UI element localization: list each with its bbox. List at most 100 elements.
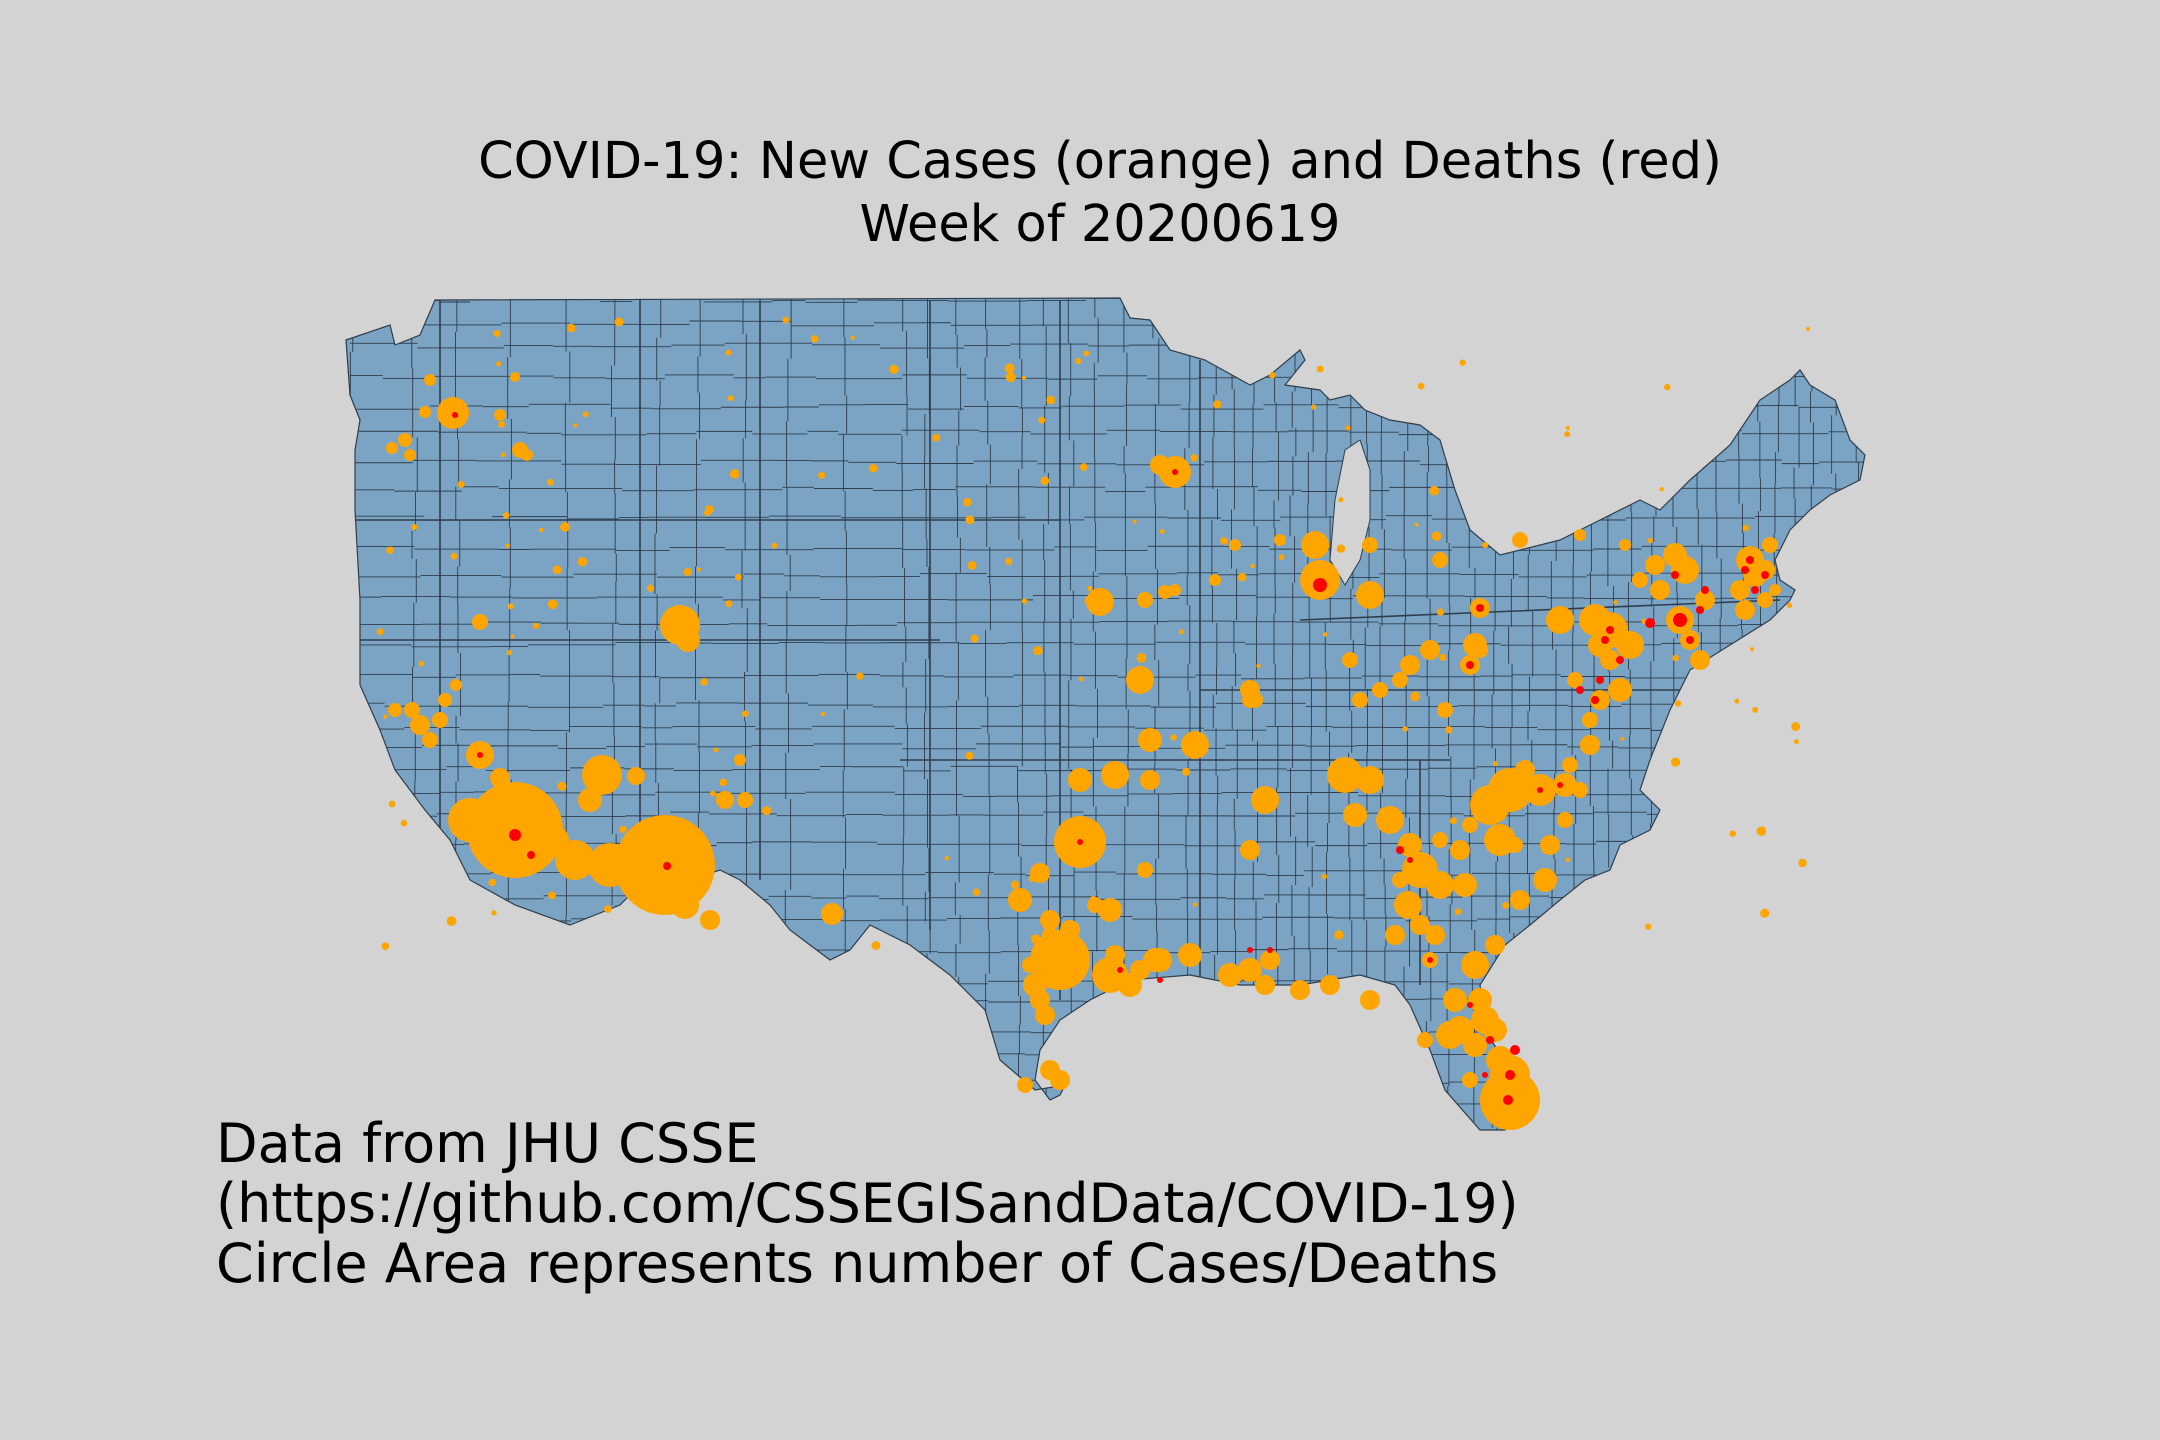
death-dot <box>1466 661 1474 669</box>
case-circle <box>1468 988 1492 1012</box>
case-circle <box>713 747 719 753</box>
case-circle <box>381 942 390 951</box>
case-circle <box>1791 722 1801 731</box>
caption-line-2: (https://github.com/CSSEGISandData/COVID… <box>216 1172 1519 1235</box>
case-circle <box>1105 945 1125 965</box>
case-circle <box>1482 542 1489 549</box>
case-circle <box>573 423 578 428</box>
case-circle <box>965 751 974 760</box>
case-circle <box>1021 598 1028 604</box>
case-circle <box>1008 888 1032 912</box>
case-circle <box>1372 682 1388 698</box>
case-circle <box>1755 560 1775 580</box>
case-circle <box>1005 372 1016 383</box>
case-circle <box>1028 874 1037 883</box>
case-circle <box>1352 692 1368 708</box>
case-circle <box>1352 770 1357 775</box>
case-circle <box>1616 631 1644 659</box>
case-circle <box>494 409 506 421</box>
death-dot <box>1482 1072 1488 1078</box>
death-dot <box>1696 606 1704 614</box>
case-circle <box>1138 728 1162 752</box>
case-circle <box>457 480 465 488</box>
case-circle <box>1301 531 1329 559</box>
case-circle <box>1158 585 1172 599</box>
case-circle <box>1608 678 1632 702</box>
case-circle <box>522 797 558 833</box>
case-circle <box>1087 599 1095 608</box>
us-coastline <box>345 297 1866 1131</box>
case-circle <box>450 679 462 691</box>
case-circle <box>1472 642 1488 658</box>
case-circle <box>1089 896 1098 905</box>
case-circle <box>1136 653 1147 663</box>
case-circle <box>1137 862 1153 878</box>
case-circle <box>1256 663 1261 668</box>
case-circle <box>1462 817 1478 833</box>
case-circle <box>1690 650 1710 670</box>
death-dot <box>1591 696 1599 704</box>
case-circle <box>521 449 533 461</box>
case-circle <box>710 790 716 797</box>
case-circle <box>1410 915 1430 935</box>
case-circle <box>1645 555 1665 575</box>
case-circle <box>719 778 728 787</box>
case-circle <box>1695 590 1715 610</box>
case-circle <box>1729 830 1736 837</box>
case-circle <box>1087 585 1093 592</box>
case-circle <box>1050 1070 1070 1090</box>
death-dot <box>1645 618 1655 628</box>
case-circle <box>850 335 855 340</box>
case-circle <box>1338 497 1344 503</box>
case-circle <box>1449 817 1457 825</box>
case-circle <box>1132 519 1137 524</box>
case-circle <box>871 941 881 950</box>
case-circle <box>1553 773 1577 797</box>
case-circle <box>1022 957 1038 973</box>
case-circle <box>376 628 384 636</box>
case-circle <box>472 614 488 630</box>
case-circle <box>1040 910 1060 930</box>
case-circle <box>1507 837 1523 853</box>
case-circle <box>1274 534 1286 546</box>
death-dot <box>1172 469 1178 475</box>
case-circle <box>1580 735 1600 755</box>
case-circle <box>1730 580 1750 600</box>
case-circle <box>1512 532 1528 548</box>
case-circle <box>771 542 778 549</box>
case-circle <box>1805 326 1811 332</box>
case-circle <box>1193 902 1198 907</box>
case-circle <box>762 806 772 816</box>
case-circle <box>490 768 510 788</box>
case-circle <box>1650 580 1670 600</box>
death-dot <box>509 829 521 841</box>
case-circle <box>1400 655 1420 675</box>
case-circle <box>1046 395 1056 405</box>
case-circle <box>700 910 720 930</box>
case-circle <box>1004 363 1015 374</box>
case-circle <box>500 452 506 458</box>
case-circle <box>1620 736 1625 741</box>
death-dots <box>452 412 1769 1105</box>
case-circle <box>1017 1077 1033 1093</box>
case-circle <box>446 916 457 926</box>
death-dot <box>1537 787 1543 793</box>
case-circle <box>1360 990 1380 1010</box>
case-circle <box>1042 927 1058 943</box>
case-circle <box>1229 539 1241 551</box>
case-circle <box>725 600 733 608</box>
case-circle <box>1645 923 1652 930</box>
death-dot <box>1476 604 1484 612</box>
case-circle <box>1414 522 1419 527</box>
case-circle <box>1385 925 1405 945</box>
death-dot <box>1396 846 1404 854</box>
case-circle <box>596 768 605 777</box>
case-circle <box>418 660 425 667</box>
case-circle <box>1343 803 1367 827</box>
case-circle <box>1562 757 1578 773</box>
case-circle <box>1437 702 1453 718</box>
case-circle <box>671 891 699 919</box>
death-dot <box>1503 1095 1513 1105</box>
case-circle <box>1462 1072 1478 1088</box>
death-dot <box>1247 947 1253 953</box>
